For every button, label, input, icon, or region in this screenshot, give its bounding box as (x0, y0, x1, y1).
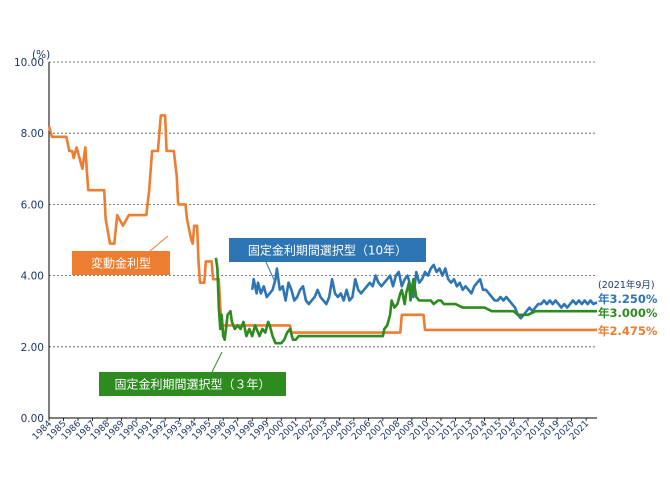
callout-variable-label: 変動金利型 (91, 256, 151, 271)
callout-variable-leader (149, 235, 169, 252)
callout-fixed10-box (229, 238, 426, 262)
y-tick-label: 6.00 (21, 199, 44, 211)
y-axis-unit: (%) (32, 49, 50, 61)
x-axis-ticks: 1984198519861987198819891990199119921993… (31, 418, 591, 442)
y-tick-label: 10.00 (14, 57, 44, 69)
end-label-variable: 年2.475% (598, 324, 658, 338)
series-line-fixed3 (214, 257, 597, 345)
series-lines (47, 114, 598, 345)
grid-lines (49, 61, 597, 348)
y-tick-label: 2.00 (21, 342, 44, 354)
end-label-fixed10: 年3.250% (598, 292, 658, 306)
y-tick-label: 8.00 (21, 128, 44, 140)
callout-fixed3-leader (211, 351, 223, 373)
callout-fixed10-label: 固定金利期間選択型（10年） (248, 243, 407, 258)
series-line-fixed10 (250, 263, 598, 320)
callout-fixed10-leader (265, 261, 276, 283)
date-note: (2021年9月) (598, 279, 655, 291)
series-line-variable (47, 114, 597, 334)
end-labels: 年3.250%年3.000% 年2.475% (598, 292, 658, 338)
callout-fixed3-box (99, 372, 286, 396)
callout-variable-box (72, 251, 170, 275)
end-label-fixed3: 年3.000% (598, 306, 658, 320)
callout-fixed3-label: 固定金利期間選択型（３年） (114, 377, 270, 392)
callouts: 変動金利型 固定金利期間選択型（10年） 固定金利期間選択型（３年） (72, 235, 426, 396)
y-axis-ticks: 0.00 2.00 4.00 6.00 8.00 10.00 (14, 57, 44, 425)
y-tick-label: 4.00 (21, 271, 44, 283)
y-tick-label: 0.00 (21, 413, 44, 425)
